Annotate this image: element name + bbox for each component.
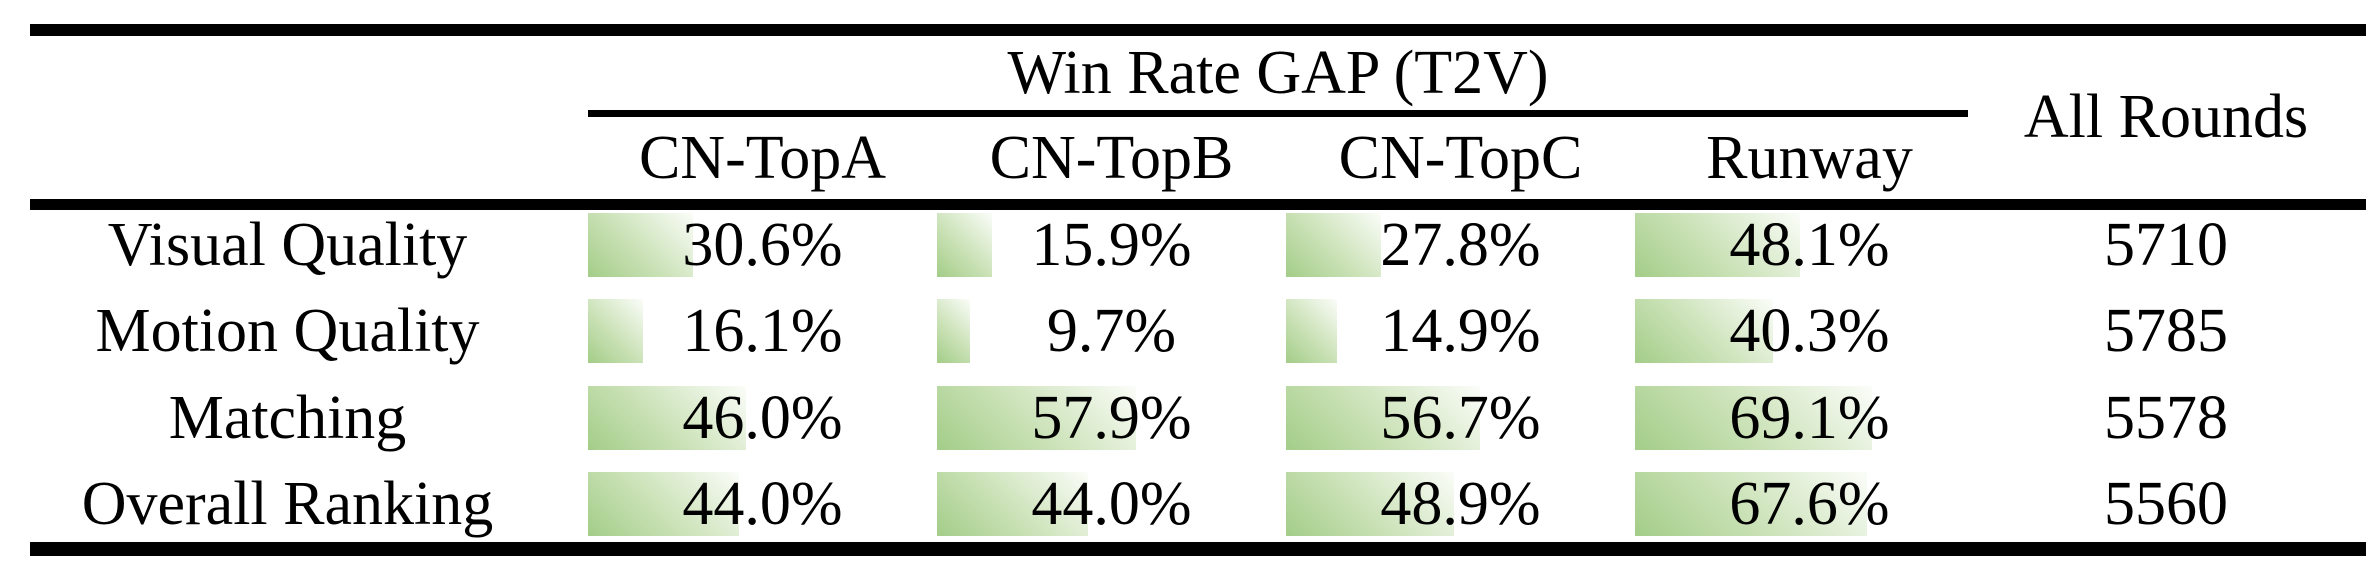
win-rate-value: 69.1% xyxy=(1729,383,1890,452)
win-rate-value: 44.0% xyxy=(1031,469,1192,538)
table-row-matching: Matching 46.0% 57.9% 56.7% 69.1% 5578 xyxy=(0,375,2376,461)
column-header-cn-topc: CN-TopC xyxy=(1338,123,1583,192)
win-rate-value: 27.8% xyxy=(1380,210,1541,279)
data-cell: 48.9% xyxy=(1286,461,1635,547)
column-header-cn-topb: CN-TopB xyxy=(989,123,1234,192)
win-rate-value: 15.9% xyxy=(1031,210,1192,279)
data-cell: 40.3% xyxy=(1635,288,1984,374)
all-rounds-value: 5710 xyxy=(2104,210,2228,279)
win-rate-bar xyxy=(1635,213,1800,277)
all-rounds-value: 5560 xyxy=(2104,469,2228,538)
win-rate-value: 46.0% xyxy=(682,383,843,452)
table-top-rule xyxy=(30,24,2366,36)
win-rate-bar xyxy=(588,472,739,536)
table-row-visual-quality: Visual Quality 30.6% 15.9% 27.8% 48.1% 5… xyxy=(0,202,2376,288)
win-rate-bar xyxy=(588,299,644,363)
data-cell: 44.0% xyxy=(588,461,937,547)
win-rate-value: 30.6% xyxy=(682,210,843,279)
data-cell: 48.1% xyxy=(1635,202,1984,288)
row-label: Visual Quality xyxy=(107,210,468,279)
column-header-runway: Runway xyxy=(1706,123,1913,192)
win-rate-bar xyxy=(1286,213,1382,277)
data-cell: 15.9% xyxy=(937,202,1286,288)
data-cell: 46.0% xyxy=(588,375,937,461)
win-rate-bar xyxy=(937,299,971,363)
data-cell: 56.7% xyxy=(1286,375,1635,461)
win-rate-value: 9.7% xyxy=(1046,296,1177,365)
data-cell: 27.8% xyxy=(1286,202,1635,288)
win-rate-bar xyxy=(1286,386,1481,450)
win-rate-bar xyxy=(588,213,693,277)
data-cell: 57.9% xyxy=(937,375,1286,461)
group-header-win-rate-gap: Win Rate GAP (T2V) xyxy=(1007,38,1549,107)
win-rate-bar xyxy=(1635,299,1774,363)
header-separator-rule xyxy=(30,199,2366,210)
data-cell: 44.0% xyxy=(937,461,1286,547)
win-rate-value: 48.9% xyxy=(1380,469,1541,538)
all-rounds-value: 5785 xyxy=(2104,296,2228,365)
win-rate-value: 14.9% xyxy=(1380,296,1541,365)
data-cell: 30.6% xyxy=(588,202,937,288)
all-rounds-value: 5578 xyxy=(2104,383,2228,452)
win-rate-value: 44.0% xyxy=(682,469,843,538)
group-header-underline-rule xyxy=(588,110,1968,117)
win-rate-bar xyxy=(1635,472,1867,536)
row-label: Overall Ranking xyxy=(81,469,494,538)
data-cell: 9.7% xyxy=(937,288,1286,374)
data-cell: 16.1% xyxy=(588,288,937,374)
win-rate-value: 67.6% xyxy=(1729,469,1890,538)
win-rate-value: 57.9% xyxy=(1031,383,1192,452)
table-bottom-rule xyxy=(30,542,2366,556)
win-rate-bar xyxy=(1286,472,1454,536)
win-rate-value: 48.1% xyxy=(1729,210,1890,279)
win-rate-value: 40.3% xyxy=(1729,296,1890,365)
column-header-cn-topa: CN-TopA xyxy=(638,123,887,192)
column-header-all-rounds: All Rounds xyxy=(2023,83,2309,151)
row-label: Matching xyxy=(168,383,407,452)
table-row-overall-ranking: Overall Ranking 44.0% 44.0% 48.9% 67.6% … xyxy=(0,461,2376,547)
data-cell: 14.9% xyxy=(1286,288,1635,374)
data-cell: 69.1% xyxy=(1635,375,1984,461)
win-rate-bar xyxy=(937,213,992,277)
table-row-motion-quality: Motion Quality 16.1% 9.7% 14.9% 40.3% 57… xyxy=(0,288,2376,374)
win-rate-bar xyxy=(1635,386,1872,450)
row-label: Motion Quality xyxy=(95,296,480,365)
data-cell: 67.6% xyxy=(1635,461,1984,547)
win-rate-bar xyxy=(588,386,746,450)
win-rate-bar xyxy=(937,472,1088,536)
win-rate-bar xyxy=(1286,299,1338,363)
win-rate-value: 56.7% xyxy=(1380,383,1541,452)
win-rate-value: 16.1% xyxy=(682,296,843,365)
win-rate-bar xyxy=(937,386,1136,450)
